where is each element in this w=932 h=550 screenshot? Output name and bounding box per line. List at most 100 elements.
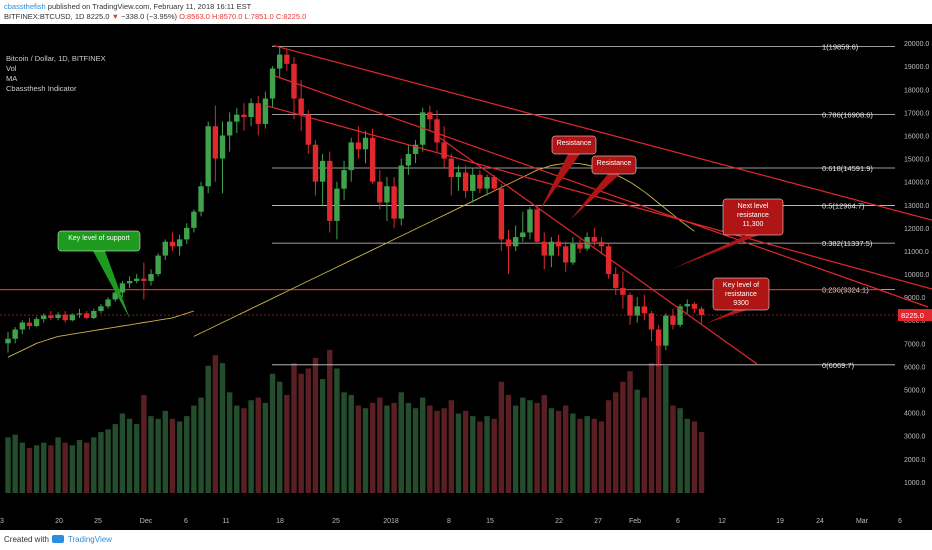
y-tick-label: 2000.0	[904, 457, 926, 464]
volume-bar	[162, 410, 168, 493]
volume-bar	[563, 405, 569, 493]
y-tick-label: 19000.0	[904, 64, 929, 71]
candle-body	[205, 126, 211, 187]
x-tick-label: 12	[718, 518, 726, 525]
symbol-label: BITFINEX:BTCUSD, 1D	[4, 12, 85, 21]
volume-bar	[62, 442, 68, 493]
candle-body	[169, 241, 176, 247]
candle-body	[234, 114, 240, 122]
candle-body	[691, 304, 698, 309]
annotation-box	[712, 277, 770, 311]
volume-bar	[191, 405, 197, 493]
candle-body	[55, 314, 61, 318]
candle-body	[512, 237, 519, 247]
candle-body	[655, 329, 662, 346]
volume-bar	[384, 405, 390, 493]
ohlc-values: O:8563.0 H:8570.0 L:7851.0 C:8225.0	[179, 12, 307, 21]
volume-bar	[591, 418, 597, 493]
x-tick-label: 22	[555, 518, 563, 525]
candle-body	[670, 315, 676, 325]
x-tick-label: 25	[332, 518, 340, 525]
candle-body	[184, 227, 190, 240]
volume-bar	[105, 429, 111, 493]
volume-bar	[205, 365, 211, 493]
volume-bar	[470, 416, 476, 493]
candle-body	[191, 211, 197, 228]
volume-bar	[19, 442, 25, 493]
created-with-text: Created with	[4, 535, 49, 544]
volume-bar	[12, 434, 18, 493]
volume-bar	[412, 408, 419, 493]
candle-body	[570, 244, 576, 263]
candle-body	[541, 241, 547, 256]
x-tick-label: Mar	[856, 518, 869, 525]
volume-bar	[319, 379, 326, 493]
volume-bar	[613, 392, 619, 493]
annotation-text: Resistance	[557, 140, 592, 147]
volume-bar	[262, 402, 269, 493]
candle-body	[384, 186, 390, 203]
candle-body	[491, 177, 497, 189]
annotation-text: 9300	[733, 300, 749, 307]
volume-bar	[184, 416, 190, 493]
candle-body	[341, 170, 347, 189]
resistance-trendline	[265, 104, 932, 290]
y-tick-label: 13000.0	[904, 203, 929, 210]
volume-bar	[198, 397, 204, 493]
price-chart[interactable]: 21000.0 20000.0 19000.0 18000.0 17000.0 16000…	[0, 18, 932, 530]
candle-body	[369, 137, 376, 182]
volume-bar	[391, 402, 397, 493]
x-tick-label: 19	[776, 518, 784, 525]
price-change: −338.0 (−3.95%)	[121, 12, 177, 21]
candle-body	[327, 160, 333, 221]
annotation-box	[591, 155, 637, 175]
candle-body	[520, 232, 526, 238]
candle-body	[348, 142, 354, 171]
fib-label: 0(6069.7)	[822, 361, 855, 370]
volume-bar	[284, 394, 290, 493]
volume-bar	[369, 402, 376, 493]
annotation-box	[57, 230, 141, 252]
volume-bar	[41, 442, 47, 493]
resistance-trendline	[272, 44, 932, 221]
volume-bar	[155, 418, 161, 493]
volume-bar	[377, 397, 383, 493]
volume-bar	[255, 397, 261, 493]
y-tick-label: 21000.0	[904, 24, 929, 25]
volume-bar	[484, 416, 490, 493]
y-tick-label: 10000.0	[904, 272, 929, 279]
candle-body	[534, 209, 540, 242]
volume-bar	[420, 397, 426, 493]
candle-body	[477, 174, 483, 189]
y-tick-label: 8000.0	[904, 318, 926, 325]
volume-bar	[477, 421, 483, 493]
candle-body	[319, 160, 326, 182]
volume-bar	[512, 405, 519, 493]
candle-body	[26, 322, 33, 327]
x-tick-label: 2018	[383, 518, 399, 525]
author-link[interactable]: cbassthefish	[4, 2, 46, 11]
volume-bar	[33, 445, 40, 493]
annotation-pointer	[707, 310, 747, 323]
published-info: published on TradingView.com, February 1…	[47, 2, 252, 11]
volume-bar	[405, 402, 412, 493]
tradingview-brand-link[interactable]: TradingView	[67, 535, 112, 544]
chart-area[interactable]: 21000.0 20000.0 19000.0 18000.0 17000.0 16000…	[0, 18, 932, 530]
fib-label: 1(19859.6)	[822, 42, 859, 51]
volume-bar	[455, 413, 462, 493]
candle-body	[248, 103, 254, 117]
candle-body	[41, 315, 47, 320]
candle-body	[19, 322, 25, 330]
volume-bar	[634, 389, 640, 493]
annotation-text: Next level	[738, 203, 769, 210]
volume-bar	[684, 418, 690, 493]
fib-label: 0.618(14591.9)	[822, 164, 873, 173]
volume-bar	[398, 392, 404, 493]
volume-bar	[505, 394, 512, 493]
y-tick-label: 12000.0	[904, 226, 929, 233]
candle-body	[620, 287, 626, 295]
volume-bar	[26, 447, 33, 493]
y-tick-label: 9000.0	[904, 295, 926, 302]
x-tick-label: 6	[898, 518, 902, 525]
volume-bar	[141, 394, 147, 493]
